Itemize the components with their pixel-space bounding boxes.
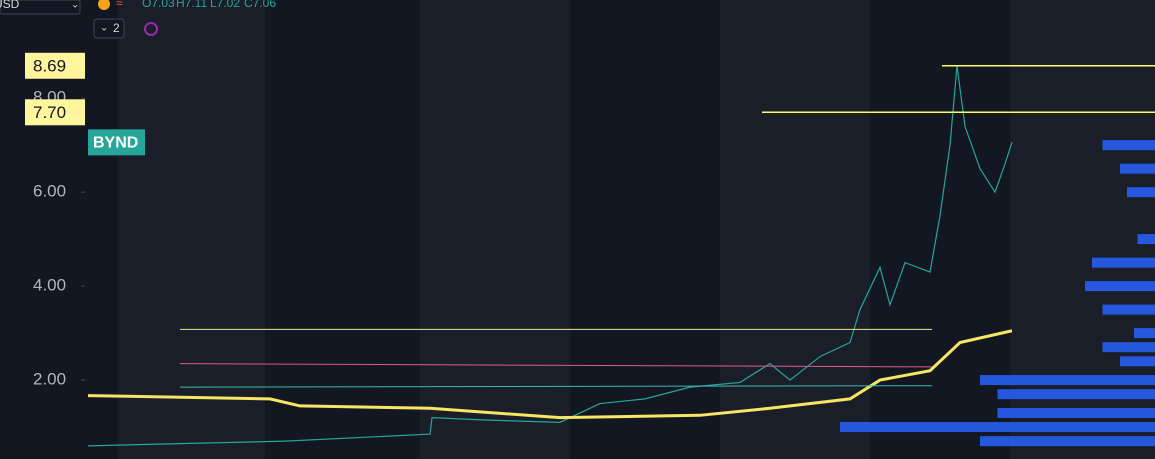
volume-profile-bar	[1127, 187, 1155, 198]
y-tick-label: 6.00	[33, 182, 66, 201]
volume-profile-bar	[1092, 257, 1155, 268]
price-axis	[0, 14, 85, 459]
ohlc-value: C7.06	[244, 0, 276, 10]
volume-profile-bar	[1137, 234, 1155, 245]
chevron: ⌄	[71, 0, 79, 11]
currency: USD	[0, 0, 20, 11]
collapse-button[interactable]	[93, 18, 125, 39]
volume-profile-bar	[1102, 342, 1155, 353]
price-label: 7.70	[33, 103, 66, 122]
ohlc-value: H7.11	[176, 0, 207, 10]
series-line	[87, 65, 1013, 447]
price-label-box	[25, 99, 85, 126]
volume-profile-bar	[980, 436, 1155, 447]
series-line	[87, 329, 1013, 420]
volume-profile-bar	[997, 407, 1155, 418]
series-line	[179, 385, 933, 388]
interval-count: 2	[113, 21, 120, 35]
volume-profile-bar	[1120, 356, 1155, 367]
volume-profile-bar	[840, 422, 1155, 433]
session-band	[118, 0, 265, 459]
icon	[98, 0, 110, 10]
volume-profile-bar	[1085, 281, 1155, 292]
volume-profile-bar	[1102, 140, 1155, 151]
currency-select[interactable]	[0, 0, 81, 15]
volume-profile-bar	[997, 389, 1155, 400]
sync-icon[interactable]	[144, 22, 158, 36]
series-line	[179, 363, 933, 368]
chevron: ⌄	[100, 23, 108, 34]
symbol-box	[88, 129, 145, 156]
session-band	[420, 0, 570, 459]
symbol-label: BYND	[93, 135, 138, 152]
icon: ≈	[116, 0, 123, 10]
ohlc-value: O7.03	[142, 0, 175, 10]
y-tick-label: 2.00	[33, 370, 66, 389]
price-label-box	[25, 52, 85, 79]
session-band	[720, 0, 870, 459]
ohlc-value: L7.02	[210, 0, 240, 10]
volume-profile-bar	[980, 375, 1155, 386]
ohlc: O7.03 H7.11 L7.02 C7.06	[142, 0, 276, 10]
y-tick-label: 4.00	[33, 276, 66, 295]
volume-profile-bar	[1134, 328, 1155, 339]
volume-profile-bar	[1102, 304, 1155, 315]
price-label: 8.69	[33, 56, 66, 75]
volume-profile-bar	[1120, 163, 1155, 174]
